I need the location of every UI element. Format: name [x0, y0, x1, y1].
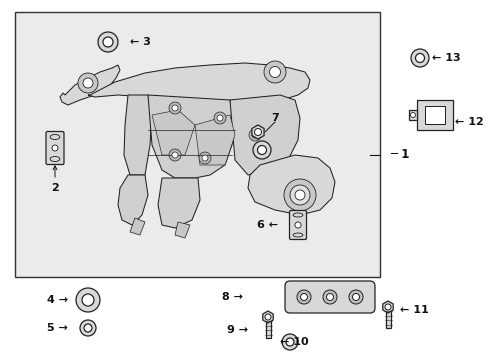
- Circle shape: [323, 290, 336, 304]
- Circle shape: [257, 145, 266, 154]
- Polygon shape: [262, 311, 273, 323]
- Circle shape: [264, 314, 270, 320]
- Polygon shape: [195, 115, 235, 165]
- Polygon shape: [130, 218, 145, 235]
- Text: 6 ←: 6 ←: [256, 220, 278, 230]
- Circle shape: [83, 78, 93, 88]
- Circle shape: [348, 290, 362, 304]
- Circle shape: [352, 293, 359, 301]
- Circle shape: [269, 67, 280, 77]
- Polygon shape: [229, 95, 299, 175]
- Polygon shape: [251, 125, 264, 139]
- FancyBboxPatch shape: [289, 211, 306, 239]
- Circle shape: [410, 49, 428, 67]
- Polygon shape: [152, 110, 195, 155]
- Circle shape: [282, 334, 297, 350]
- Circle shape: [169, 102, 181, 114]
- Polygon shape: [124, 95, 152, 175]
- Text: ← 12: ← 12: [454, 117, 483, 127]
- Text: ← 3: ← 3: [130, 37, 151, 47]
- Circle shape: [300, 293, 307, 301]
- Bar: [408, 110, 416, 120]
- Polygon shape: [247, 155, 334, 215]
- Circle shape: [415, 54, 424, 63]
- Text: 8 →: 8 →: [222, 292, 243, 302]
- FancyBboxPatch shape: [46, 131, 64, 165]
- FancyBboxPatch shape: [285, 281, 374, 313]
- Circle shape: [384, 304, 390, 310]
- Text: ← 10: ← 10: [280, 337, 308, 347]
- Circle shape: [248, 129, 261, 141]
- Circle shape: [264, 61, 285, 83]
- Text: ← 11: ← 11: [399, 305, 428, 315]
- Text: 5 →: 5 →: [47, 323, 68, 333]
- Circle shape: [294, 222, 301, 228]
- Text: 7: 7: [270, 113, 278, 123]
- Circle shape: [296, 290, 310, 304]
- Text: 9 →: 9 →: [226, 325, 247, 335]
- Text: 4 →: 4 →: [47, 295, 68, 305]
- Bar: [385, 308, 390, 328]
- Circle shape: [172, 152, 178, 158]
- Circle shape: [326, 293, 333, 301]
- Bar: [416, 100, 452, 130]
- Polygon shape: [175, 222, 190, 238]
- Bar: [265, 318, 270, 338]
- Circle shape: [78, 73, 98, 93]
- Polygon shape: [60, 65, 120, 105]
- Circle shape: [172, 105, 178, 111]
- Circle shape: [98, 32, 118, 52]
- Circle shape: [169, 149, 181, 161]
- Polygon shape: [88, 63, 309, 104]
- Circle shape: [284, 179, 315, 211]
- Circle shape: [84, 324, 92, 332]
- Circle shape: [294, 190, 305, 200]
- Circle shape: [80, 320, 96, 336]
- Circle shape: [285, 338, 293, 346]
- Text: 2: 2: [51, 183, 59, 193]
- Bar: [15, 12, 379, 277]
- Circle shape: [199, 152, 210, 164]
- Circle shape: [217, 115, 223, 121]
- Polygon shape: [158, 178, 200, 228]
- Circle shape: [254, 129, 261, 135]
- Circle shape: [76, 288, 100, 312]
- Polygon shape: [148, 95, 235, 178]
- Text: ← 13: ← 13: [431, 53, 460, 63]
- Circle shape: [214, 112, 225, 124]
- Circle shape: [289, 185, 309, 205]
- Circle shape: [202, 155, 207, 161]
- Circle shape: [252, 141, 270, 159]
- Circle shape: [103, 37, 113, 47]
- Circle shape: [251, 132, 258, 138]
- Circle shape: [52, 145, 58, 151]
- Circle shape: [409, 112, 415, 117]
- Polygon shape: [118, 175, 148, 225]
- Circle shape: [82, 294, 94, 306]
- Bar: [424, 106, 444, 124]
- Polygon shape: [382, 301, 392, 313]
- Text: ─ 1: ─ 1: [389, 148, 408, 162]
